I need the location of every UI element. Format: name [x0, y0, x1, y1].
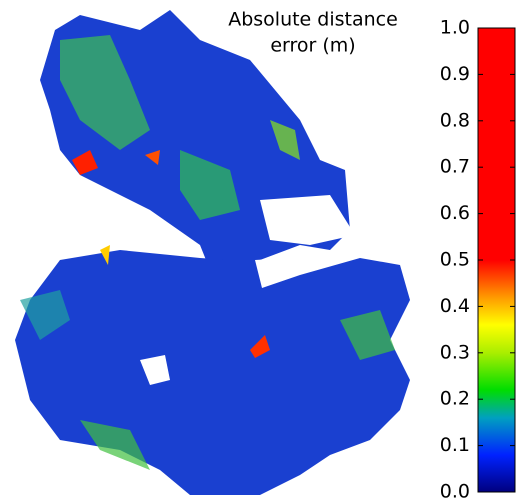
y-tick-label: 0.6 — [440, 202, 470, 224]
green-patch — [340, 310, 395, 360]
green-patch — [180, 150, 240, 220]
green-patch — [270, 120, 300, 160]
red-patch — [72, 150, 98, 175]
y-tick-label: 0.3 — [440, 341, 470, 363]
lower-region — [15, 250, 410, 495]
gap — [260, 195, 355, 245]
y-tick-label: 0.0 — [440, 481, 470, 503]
y-tick-label: 1.0 — [440, 17, 470, 39]
red-patch — [145, 150, 160, 165]
y-tick-label: 0.7 — [440, 156, 470, 178]
y-tick-label: 0.1 — [440, 434, 470, 456]
gap — [255, 258, 300, 288]
red-patch — [250, 335, 270, 358]
colorbar-title: Absolute distance — [228, 9, 398, 31]
green-patch — [80, 420, 150, 470]
green-patch — [20, 290, 70, 340]
colorbar — [477, 27, 516, 493]
colorbar-title: error (m) — [270, 35, 355, 57]
green-patch — [60, 35, 150, 150]
gap — [140, 355, 170, 385]
y-tick-label: 0.5 — [440, 249, 470, 271]
y-tick-label: 0.8 — [440, 109, 470, 131]
yellow-patch — [100, 245, 110, 265]
y-tick-label: 0.9 — [440, 63, 470, 85]
error-map — [15, 10, 410, 495]
y-tick-label: 0.4 — [440, 295, 470, 317]
y-tick-label: 0.2 — [440, 388, 470, 410]
